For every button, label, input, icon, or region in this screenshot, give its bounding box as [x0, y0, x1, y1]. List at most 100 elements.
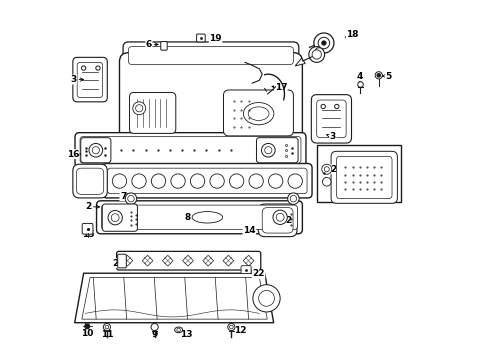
Circle shape: [81, 66, 86, 70]
Polygon shape: [82, 278, 267, 319]
Circle shape: [105, 325, 109, 329]
Circle shape: [318, 37, 330, 49]
FancyBboxPatch shape: [77, 62, 102, 98]
Circle shape: [322, 41, 326, 45]
Ellipse shape: [192, 212, 222, 223]
FancyBboxPatch shape: [241, 266, 251, 274]
Circle shape: [314, 33, 334, 53]
Ellipse shape: [229, 174, 244, 188]
Circle shape: [177, 328, 180, 332]
Text: 22: 22: [252, 269, 265, 278]
Polygon shape: [122, 255, 133, 266]
Circle shape: [253, 285, 280, 312]
Text: 10: 10: [81, 329, 94, 338]
Ellipse shape: [132, 174, 146, 188]
Bar: [317, 145, 401, 202]
Circle shape: [125, 193, 137, 204]
FancyBboxPatch shape: [75, 133, 306, 167]
Text: 9: 9: [151, 330, 158, 339]
FancyBboxPatch shape: [101, 205, 297, 229]
FancyBboxPatch shape: [97, 201, 302, 234]
Circle shape: [276, 213, 284, 221]
Circle shape: [151, 323, 158, 330]
Polygon shape: [142, 255, 153, 266]
Ellipse shape: [269, 174, 283, 188]
Ellipse shape: [244, 103, 274, 125]
Ellipse shape: [288, 174, 302, 188]
Polygon shape: [203, 255, 214, 266]
Ellipse shape: [248, 107, 269, 121]
FancyBboxPatch shape: [120, 53, 302, 142]
FancyBboxPatch shape: [223, 90, 294, 136]
Circle shape: [92, 147, 99, 154]
FancyBboxPatch shape: [102, 163, 312, 198]
FancyBboxPatch shape: [128, 46, 294, 64]
FancyBboxPatch shape: [196, 34, 205, 42]
Polygon shape: [74, 273, 274, 323]
Circle shape: [96, 66, 100, 70]
Polygon shape: [162, 255, 173, 266]
Circle shape: [322, 177, 331, 186]
Text: 1: 1: [285, 141, 291, 150]
Text: 17: 17: [274, 83, 287, 92]
Circle shape: [230, 325, 233, 329]
FancyBboxPatch shape: [80, 136, 301, 163]
FancyBboxPatch shape: [331, 151, 397, 203]
FancyBboxPatch shape: [337, 156, 392, 199]
Text: 6: 6: [146, 40, 152, 49]
FancyBboxPatch shape: [108, 168, 307, 194]
Circle shape: [377, 73, 381, 77]
FancyBboxPatch shape: [123, 42, 299, 69]
Text: 2: 2: [85, 202, 91, 211]
Polygon shape: [183, 255, 194, 266]
Circle shape: [259, 291, 274, 306]
Circle shape: [136, 105, 143, 112]
Circle shape: [321, 104, 325, 109]
Text: 20: 20: [330, 165, 343, 174]
Circle shape: [290, 195, 296, 202]
FancyBboxPatch shape: [258, 204, 297, 237]
Text: 8: 8: [185, 213, 191, 222]
Polygon shape: [243, 255, 254, 266]
Circle shape: [312, 50, 321, 59]
Ellipse shape: [175, 327, 183, 333]
Ellipse shape: [151, 174, 166, 188]
Ellipse shape: [112, 174, 126, 188]
Circle shape: [309, 46, 324, 62]
Text: 14: 14: [243, 226, 256, 235]
Circle shape: [228, 323, 235, 330]
Circle shape: [375, 72, 382, 79]
FancyBboxPatch shape: [256, 138, 298, 163]
Text: 3: 3: [71, 75, 77, 84]
Ellipse shape: [171, 174, 185, 188]
Circle shape: [128, 195, 134, 202]
Text: 16: 16: [67, 150, 79, 159]
FancyBboxPatch shape: [118, 254, 126, 268]
Polygon shape: [295, 58, 305, 66]
Circle shape: [324, 167, 329, 172]
Circle shape: [133, 102, 146, 115]
Text: 13: 13: [179, 330, 192, 339]
FancyBboxPatch shape: [82, 224, 93, 234]
Polygon shape: [223, 255, 234, 266]
Circle shape: [288, 193, 299, 204]
FancyBboxPatch shape: [317, 100, 346, 138]
Circle shape: [262, 143, 275, 157]
Text: 18: 18: [346, 30, 359, 39]
Text: 2: 2: [285, 216, 291, 225]
Circle shape: [103, 323, 111, 330]
Text: 15: 15: [82, 230, 94, 239]
Text: 5: 5: [385, 72, 392, 81]
Ellipse shape: [249, 174, 263, 188]
Circle shape: [322, 164, 332, 174]
Ellipse shape: [210, 174, 224, 188]
FancyBboxPatch shape: [129, 93, 176, 134]
Circle shape: [273, 210, 287, 225]
FancyBboxPatch shape: [262, 208, 293, 233]
Circle shape: [85, 324, 90, 329]
Circle shape: [335, 104, 339, 109]
FancyBboxPatch shape: [73, 57, 107, 102]
FancyBboxPatch shape: [76, 168, 104, 194]
Ellipse shape: [191, 174, 205, 188]
FancyBboxPatch shape: [81, 138, 111, 163]
